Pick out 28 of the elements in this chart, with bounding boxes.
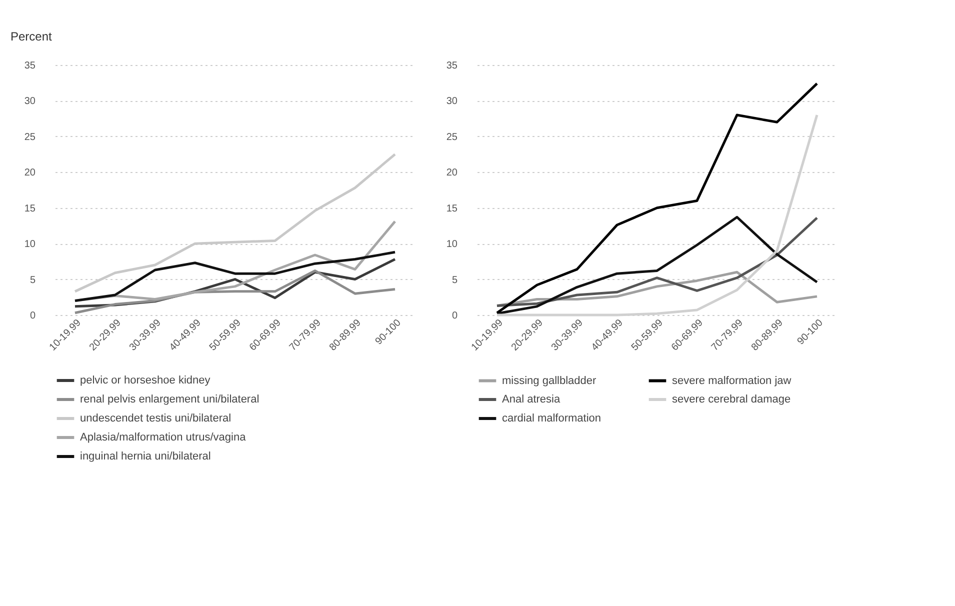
y-tick-label: 5 (452, 274, 458, 286)
legend-label: renal pelvis enlargement uni/bilateral (80, 394, 260, 406)
legend-label: inguinal hernia uni/bilateral (80, 450, 211, 462)
y-tick-label: 35 (446, 60, 458, 72)
legend-label: pelvic or horseshoe kidney (80, 374, 211, 386)
y-tick-label: 20 (24, 168, 36, 179)
y-tick-label: 20 (446, 168, 458, 179)
y-tick-label: 25 (24, 132, 36, 143)
y-tick-label: 15 (446, 203, 458, 214)
legend-label: Anal atresia (502, 394, 561, 406)
legend-label: undescendet testis uni/bilateral (80, 412, 232, 424)
y-tick-label: 30 (24, 96, 36, 108)
y-tick-label: 0 (452, 310, 458, 322)
y-tick-label: 25 (446, 132, 458, 143)
y-axis-title: Percent (10, 30, 53, 44)
y-tick-label: 10 (24, 239, 36, 250)
legend-label: severe cerebral damage (672, 394, 791, 406)
y-tick-label: 30 (446, 96, 458, 108)
legend-label: Aplasia/malformation utrus/vagina (80, 432, 247, 444)
legend-label: missing gallbladder (502, 374, 596, 387)
y-tick-label: 5 (30, 274, 36, 286)
y-tick-label: 35 (24, 60, 36, 72)
y-tick-label: 0 (30, 310, 36, 322)
legend-label: severe malformation jaw (672, 374, 792, 387)
line-series (74, 250, 396, 302)
legend-label: cardial malformation (502, 412, 602, 424)
y-tick-label: 15 (24, 203, 36, 214)
y-tick-label: 10 (446, 239, 458, 250)
